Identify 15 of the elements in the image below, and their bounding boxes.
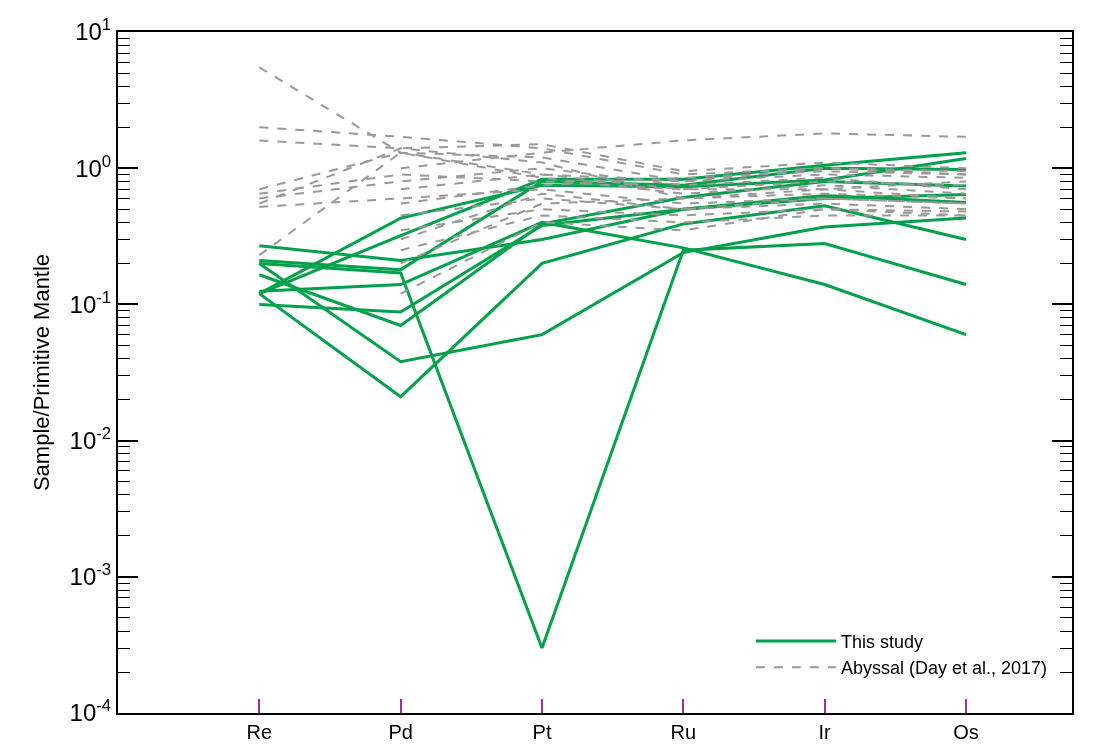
legend-label: This study (840, 631, 923, 652)
x-tick-label: Re (246, 721, 273, 743)
y-tick-label: 10$^{-1}$ (69, 287, 112, 318)
y-tick-label: 10$^{-4}$ (69, 696, 112, 727)
y-tick-label: 10$^{0}$ (75, 151, 112, 182)
x-tick-label: Ru (670, 721, 697, 743)
y-tick-label: 10$^{-2}$ (69, 423, 112, 454)
y-tick-label: 10$^{1}$ (75, 15, 112, 46)
x-tick-label: Pd (388, 721, 413, 743)
y-axis-title: Sample/Primitive Mantle (28, 253, 54, 492)
x-tick-label: Pt (532, 721, 552, 743)
legend-label: Abyssal (Day et al., 2017) (840, 658, 1048, 679)
x-tick-label: Ir (818, 721, 832, 743)
y-tick-label: 10$^{-3}$ (69, 560, 112, 591)
x-tick-label: Os (953, 721, 979, 743)
